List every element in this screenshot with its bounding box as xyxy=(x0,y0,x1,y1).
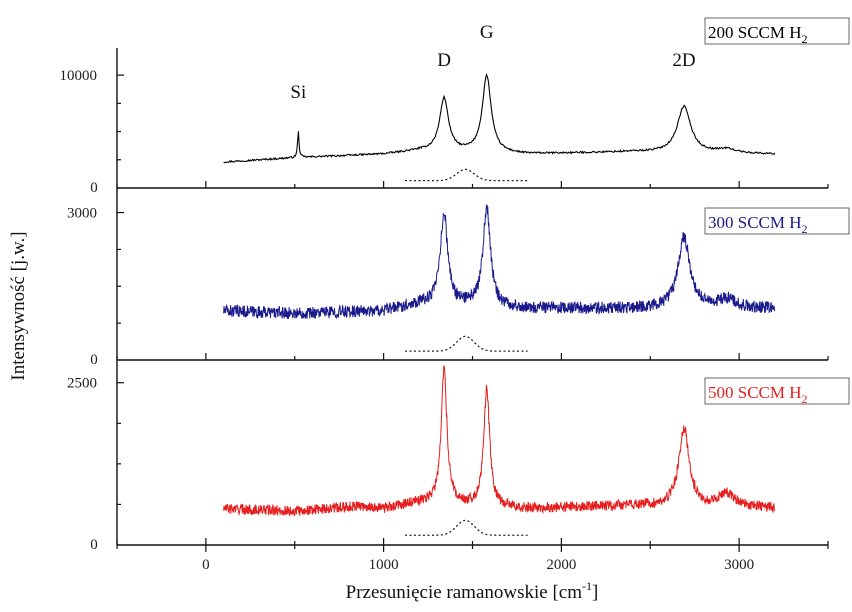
panel-1-y-zero-label: 0 xyxy=(90,180,98,196)
panel-1-dotted-reference xyxy=(404,168,528,182)
panel-3-spectrum-line xyxy=(223,365,776,517)
x-axis-title-sup: -1 xyxy=(582,579,592,593)
panel-3-legend-name: 500 SCCM H xyxy=(708,383,802,402)
panel-3-legend: 500 SCCM H2 xyxy=(704,377,850,406)
x-axis-title: Przesunięcie ramanowskie [cm-1] xyxy=(346,579,599,603)
panel-3-y-zero-label: 0 xyxy=(90,537,98,553)
panel-1-legend-subscript: 2 xyxy=(802,32,808,46)
panel-3: 2500 0 500 SCCM H2 xyxy=(67,360,850,553)
panel-2-legend-label: 300 SCCM H2 xyxy=(708,213,808,236)
panel-2-legend-box xyxy=(704,207,850,235)
panel-3-legend-label: 500 SCCM H2 xyxy=(708,383,808,406)
panel-1-spectrum-line xyxy=(223,72,776,164)
panel-1: 10000 0 200 SCCM H2 Si D G 2D xyxy=(60,17,850,196)
panel-1-legend: 200 SCCM H2 xyxy=(704,17,850,46)
panel-2-legend-subscript: 2 xyxy=(802,222,808,236)
panel-1-legend-name: 200 SCCM H xyxy=(708,23,802,42)
panel-3-legend-subscript: 2 xyxy=(802,392,808,406)
peak-label-2d: 2D xyxy=(672,50,695,71)
peak-label-si: Si xyxy=(290,82,306,103)
panel-2-y-tick-label: 3000 xyxy=(67,206,97,222)
x-tick-label-3000: 3000 xyxy=(724,557,754,573)
panel-2-dotted-reference xyxy=(404,335,528,352)
x-tick-label-2000: 2000 xyxy=(546,557,576,573)
x-axis-title-end: ] xyxy=(592,582,598,603)
y-axis-title: Intensywność [j.w.] xyxy=(8,231,29,380)
panel-2-legend: 300 SCCM H2 xyxy=(704,207,850,236)
panel-2-spectrum-line xyxy=(223,204,776,320)
panel-3-legend-box xyxy=(704,377,850,405)
x-axis: 0 1000 2000 3000 xyxy=(116,545,829,573)
panel-1-legend-label: 200 SCCM H2 xyxy=(708,23,808,46)
x-tick-label-1000: 1000 xyxy=(369,557,399,573)
panel-3-dotted-reference xyxy=(404,519,528,536)
peak-label-d: D xyxy=(437,50,451,71)
x-tick-label-0: 0 xyxy=(202,557,210,573)
peak-label-g: G xyxy=(480,22,494,43)
panel-1-y-tick-label: 10000 xyxy=(60,68,98,84)
panel-1-legend-box xyxy=(704,17,850,45)
x-axis-title-main: Przesunięcie ramanowskie [cm xyxy=(346,582,583,603)
panel-2-y-zero-label: 0 xyxy=(90,352,98,368)
panel-2-legend-name: 300 SCCM H xyxy=(708,213,802,232)
panel-3-y-tick-label: 2500 xyxy=(67,376,97,392)
panel-2: 3000 0 300 SCCM H2 xyxy=(67,188,850,368)
